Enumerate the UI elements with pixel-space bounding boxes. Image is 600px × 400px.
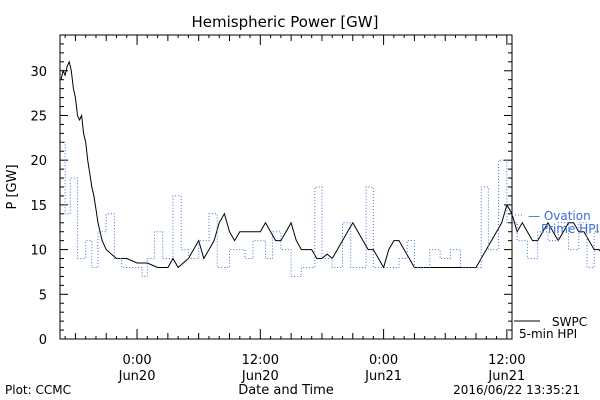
legend-swpc-line2: 5-min HPI (519, 327, 577, 341)
legend-ovation-line1: — Ovation (528, 209, 591, 223)
y-tick-label: 20 (30, 154, 47, 169)
series-ovation-prime-line (61, 141, 600, 277)
x-tick-date-label: Jun21 (364, 369, 402, 384)
y-tick-label: 25 (30, 109, 47, 124)
y-tick-label: 0 (39, 333, 47, 348)
y-tick-label: 10 (30, 244, 47, 259)
y-axis: 0 5 10 15 20 25 30 (30, 34, 512, 348)
chart-title: Hemispheric Power [GW] (192, 13, 379, 31)
series-layer (60, 60, 600, 277)
x-axis: 0:00Jun2012:00Jun200:00Jun2112:00Jun210:… (64, 35, 526, 384)
footer-timestamp: 2016/06/22 13:35:21 (453, 383, 580, 397)
x-tick-date-label: Jun21 (487, 369, 525, 384)
x-axis-label: Date and Time (238, 383, 334, 398)
x-tick-time-label: 0:00 (369, 353, 398, 368)
y-axis-label: P [GW] (5, 164, 20, 209)
plot-frame (59, 34, 513, 340)
x-tick-date-label: Jun20 (118, 369, 156, 384)
legend-swpc-line1: SWPC (552, 315, 587, 329)
footer-credit: Plot: CCMC (5, 383, 71, 397)
x-tick-time-label: 0:00 (122, 353, 151, 368)
series-swpc-line (60, 60, 600, 269)
x-tick-time-label: 12:00 (242, 353, 279, 368)
legend-ovation-prime: — Ovation Prime HPI (512, 209, 599, 236)
x-tick-date-label: Jun20 (241, 369, 279, 384)
legend-ovation-line2: Prime HPI (541, 222, 599, 236)
x-tick-time-label: 12:00 (488, 353, 525, 368)
legend-swpc: SWPC 5-min HPI (514, 315, 587, 341)
y-tick-label: 15 (30, 199, 47, 214)
y-tick-label: 5 (39, 288, 47, 303)
y-tick-label: 30 (30, 65, 47, 80)
